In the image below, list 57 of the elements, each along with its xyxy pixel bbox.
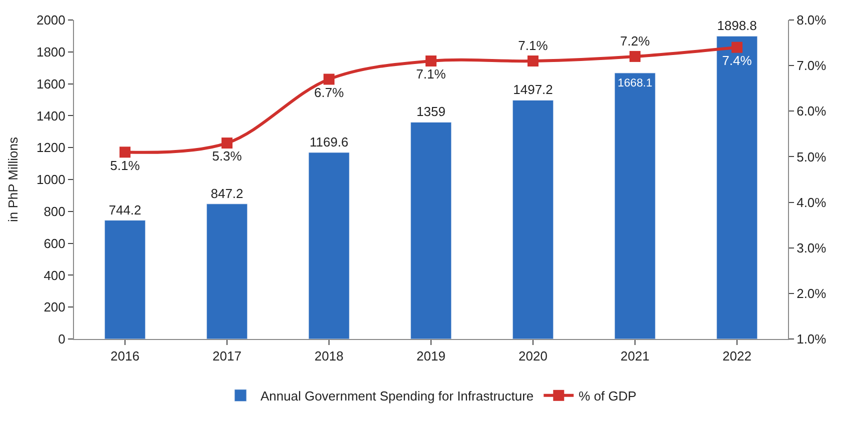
bar [716,36,758,339]
y2-tick-label: 5.0% [796,149,827,164]
y2-tick-label: 8.0% [796,12,827,28]
bar [104,220,146,339]
y-tick-label: 1600 [36,76,66,92]
point [120,146,130,158]
y2-tick-label: 7.0% [796,58,827,74]
x-tick-label: 2017 [212,348,242,364]
data-label: 5.3% [212,148,242,164]
data-label: 5.1% [110,158,140,173]
y2-tick-label: 6.0% [796,104,827,119]
x-tick-label: 2018 [314,348,344,364]
data-label: 1668.1 [618,77,652,90]
point [426,56,436,67]
data-label: 7.2% [620,33,650,48]
bar [206,204,248,339]
y-tick-label: 1200 [36,140,66,156]
y-tick-label: 2000 [36,12,66,28]
data-label: 744.2 [108,202,142,218]
data-label: 1359 [416,104,446,120]
y-tick-label: 600 [44,236,66,251]
data-label: 7.1% [518,38,548,53]
y2-tick-label: 4.0% [796,194,827,210]
y-tick-label: 1400 [36,108,66,124]
data-label: 7.4% [722,52,752,68]
bar [512,100,554,339]
y-tick-label: 800 [44,204,66,219]
bar [308,152,350,339]
y-tick-label: 400 [44,268,66,283]
x-tick-label: 2020 [518,348,548,364]
data-label: 1898.8 [717,18,757,34]
data-label: 1497.2 [513,82,553,98]
legend-label: % of GDP [578,388,636,404]
point [222,138,232,149]
x-tick-label: 2016 [110,348,140,364]
x-tick-label: 2021 [620,348,650,364]
point [324,74,334,85]
data-label: 847.2 [210,186,244,201]
y2-tick-label: 1.0% [796,332,827,347]
y-tick-label: 0 [58,332,66,347]
point [732,42,742,53]
y2-tick-label: 2.0% [796,286,827,301]
bar [614,72,656,339]
point [630,50,640,62]
x-tick-label: 2019 [416,348,446,364]
y-tick-label: 1800 [36,44,66,60]
y-axis-title: in PhP Millions [5,136,20,222]
data-label: 6.7% [314,84,344,100]
legend-label: Annual Government Spending for Infrastructure [260,388,534,404]
data-label: 7.1% [416,66,446,82]
data-label: 1169.6 [310,134,348,150]
y-tick-label: 200 [44,300,66,315]
y-tick-label: 1000 [36,172,66,188]
bar [410,122,452,339]
y2-tick-label: 3.0% [796,240,827,256]
point [528,56,538,67]
x-tick-label: 2022 [722,348,752,364]
